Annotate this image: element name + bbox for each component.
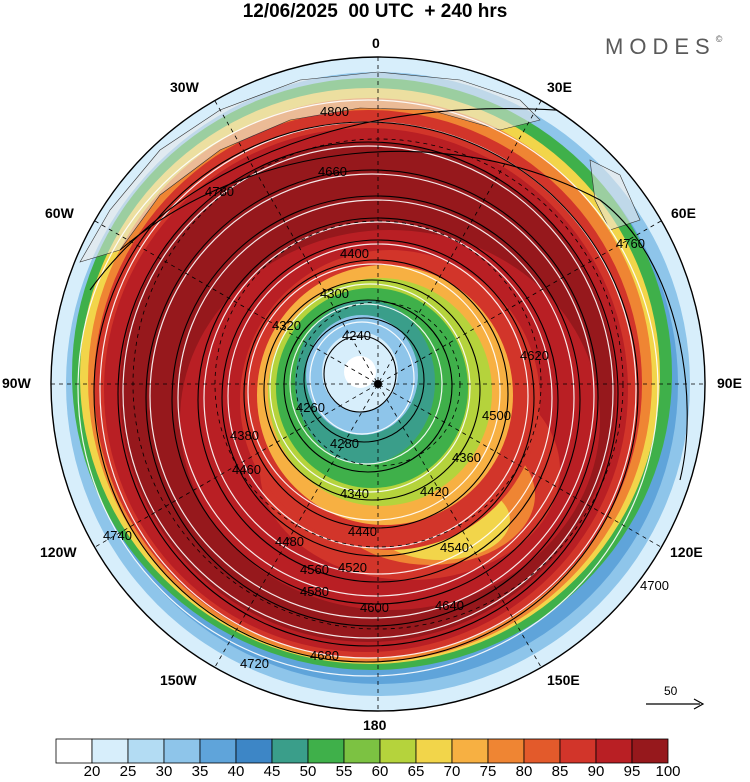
colorbar-swatch <box>91 738 129 764</box>
chart-title: 12/06/2025 00 UTC + 240 hrs <box>242 1 508 22</box>
contour-label: 4260 <box>296 400 325 415</box>
colorbar-swatch <box>451 738 489 764</box>
lon-label-150w: 150W <box>160 672 197 688</box>
lon-label-30e: 30E <box>547 79 572 95</box>
colorbar-swatch <box>595 738 633 764</box>
colorbar-tick-label: 95 <box>623 763 641 780</box>
colorbar-tick-label: 90 <box>587 763 605 780</box>
contour-label: 4500 <box>482 408 511 423</box>
colorbar-tick-label: 25 <box>119 763 137 780</box>
contour-label: 4540 <box>440 540 469 555</box>
colorbar-swatch <box>487 738 525 764</box>
contour-label: 4760 <box>616 236 645 251</box>
colorbar-tick-label: 100 <box>655 763 681 780</box>
colorbar-tick-label: 30 <box>155 763 173 780</box>
lon-label-180: 180 <box>363 717 387 733</box>
contour-label: 4520 <box>338 560 367 575</box>
height-contours <box>89 108 701 663</box>
contour-label: 4780 <box>205 184 234 199</box>
colorbar-swatch <box>415 738 453 764</box>
contour-label: 4400 <box>340 246 369 261</box>
colorbar-swatch <box>307 738 345 764</box>
colorbar-tick-label: 60 <box>371 763 389 780</box>
contour-label: 4360 <box>452 450 481 465</box>
contour-label: 4340 <box>340 486 369 501</box>
colorbar-tick-label: 85 <box>551 763 569 780</box>
contour-label: 4240 <box>342 328 371 343</box>
colorbar-tick-label: 65 <box>407 763 425 780</box>
contour-label: 4300 <box>320 286 349 301</box>
colorbar-swatch <box>523 738 561 764</box>
north-pole-marker <box>374 380 382 388</box>
contour-label: 4560 <box>300 562 329 577</box>
colorbar-tick-label: 80 <box>515 763 533 780</box>
colorbar-tick-label: 70 <box>443 763 461 780</box>
contour-label: 4740 <box>103 528 132 543</box>
colorbar-swatch <box>343 738 381 764</box>
lon-label-150e: 150E <box>547 672 580 688</box>
map-border <box>50 56 706 712</box>
wind-scale-label: 50 <box>664 684 678 698</box>
lon-label-60e: 60E <box>671 205 696 221</box>
colorbar-tick-label: 20 <box>83 763 101 780</box>
contour-label: 4620 <box>520 348 549 363</box>
colorbar-swatch <box>559 738 597 764</box>
colorbar-tick-label: 55 <box>335 763 353 780</box>
colorbar-swatch <box>235 738 273 764</box>
graticule <box>51 57 705 711</box>
copyright-mark: © <box>715 34 723 44</box>
contour-label: 4700 <box>640 578 669 593</box>
colorbar-tick-label: 40 <box>227 763 245 780</box>
lon-label-90w: 90W <box>2 375 31 391</box>
wind-speed-colorbar <box>55 738 669 764</box>
lon-label-60w: 60W <box>45 205 74 221</box>
contour-label: 4440 <box>348 524 377 539</box>
contour-label: 4660 <box>318 164 347 179</box>
brand-logo: MODES© <box>605 34 722 60</box>
contour-label: 4720 <box>240 656 269 671</box>
colorbar-swatch <box>55 738 93 764</box>
contour-label: 4460 <box>232 462 261 477</box>
colorbar-swatch <box>163 738 201 764</box>
contour-label: 4380 <box>230 428 259 443</box>
contour-label: 4320 <box>272 318 301 333</box>
lon-label-120e: 120E <box>670 544 703 560</box>
lon-label-30w: 30W <box>170 79 199 95</box>
colorbar-tick-label: 35 <box>191 763 209 780</box>
lon-label-120w: 120W <box>40 544 77 560</box>
contour-label: 4800 <box>320 104 349 119</box>
contour-label: 4420 <box>420 484 449 499</box>
colorbar-tick-label: 75 <box>479 763 497 780</box>
wind-scale-arrow <box>646 698 705 710</box>
colorbar-tick-label: 45 <box>263 763 281 780</box>
contour-label: 4640 <box>435 598 464 613</box>
contour-value-labels: 4800 4780 4760 4740 4720 4700 4680 4660 … <box>103 104 669 671</box>
contour-label: 4600 <box>360 600 389 615</box>
colorbar-swatch <box>379 738 417 764</box>
contour-label: 4480 <box>275 534 304 549</box>
contour-label: 4280 <box>330 436 359 451</box>
lon-label-0: 0 <box>372 35 380 51</box>
contour-label: 4680 <box>310 648 339 663</box>
brand-name: MODES <box>605 34 716 59</box>
lon-label-90e: 90E <box>717 375 742 391</box>
contour-label: 4580 <box>300 584 329 599</box>
colorbar-tick-label: 50 <box>299 763 317 780</box>
colorbar-swatch <box>271 738 309 764</box>
colorbar-swatch <box>127 738 165 764</box>
continent-outlines <box>79 71 641 263</box>
colorbar-swatch <box>631 738 669 764</box>
colorbar-swatch <box>199 738 237 764</box>
